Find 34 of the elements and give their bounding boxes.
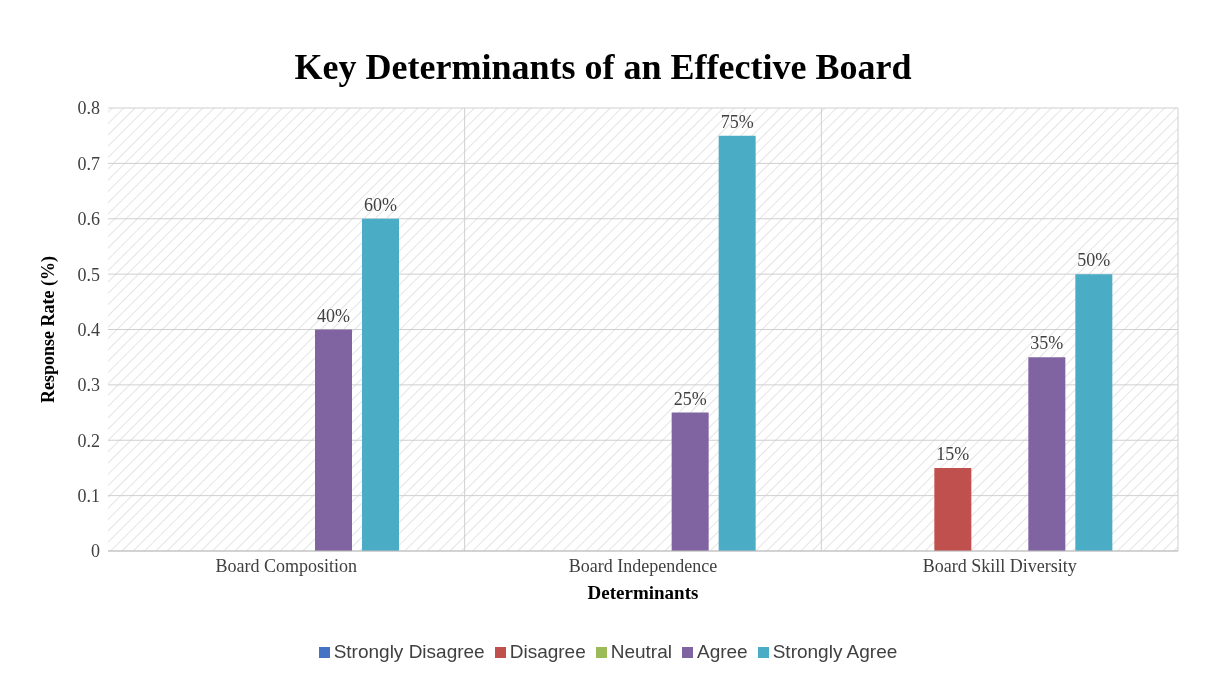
data-label: 25% [673, 388, 707, 409]
y-tick-label: 0.1 [77, 486, 100, 507]
x-tick-label: Board Composition [215, 555, 358, 576]
y-axis-title: Response Rate (%) [38, 256, 60, 403]
data-label: 60% [364, 194, 397, 215]
x-axis-title: Determinants [587, 582, 699, 603]
chart-title: Key Determinants of an Effective Board [293, 46, 913, 88]
bar [1075, 274, 1113, 551]
y-tick-label: 0.2 [77, 430, 100, 451]
legend-label: Disagree [509, 641, 586, 662]
bar [671, 412, 709, 551]
data-label: 40% [317, 305, 350, 326]
legend-label: Neutral [610, 641, 672, 662]
bar [718, 135, 756, 551]
legend-label: Agree [696, 641, 748, 662]
x-tick-label: Board Skill Diversity [922, 555, 1077, 576]
y-tick-label: 0.5 [77, 264, 100, 285]
y-tick-label: 0.8 [77, 98, 100, 119]
bar [362, 218, 399, 551]
data-label: 50% [1077, 250, 1111, 271]
y-tick-label: 0.6 [77, 209, 100, 230]
legend-label: Strongly Agree [772, 641, 898, 662]
x-tick-label: Board Independence [568, 555, 718, 576]
legend-label: Strongly Disagree [333, 641, 485, 662]
y-tick-label: 0.4 [77, 319, 100, 340]
data-label: 15% [936, 443, 970, 464]
bar [315, 329, 352, 551]
data-label: 75% [720, 111, 754, 132]
y-tick-label: 0.3 [77, 375, 100, 396]
data-label: 35% [1030, 333, 1064, 354]
bar [934, 467, 972, 551]
y-tick-label: 0 [91, 541, 100, 562]
bar [1028, 357, 1066, 551]
y-tick-label: 0.7 [77, 153, 100, 174]
